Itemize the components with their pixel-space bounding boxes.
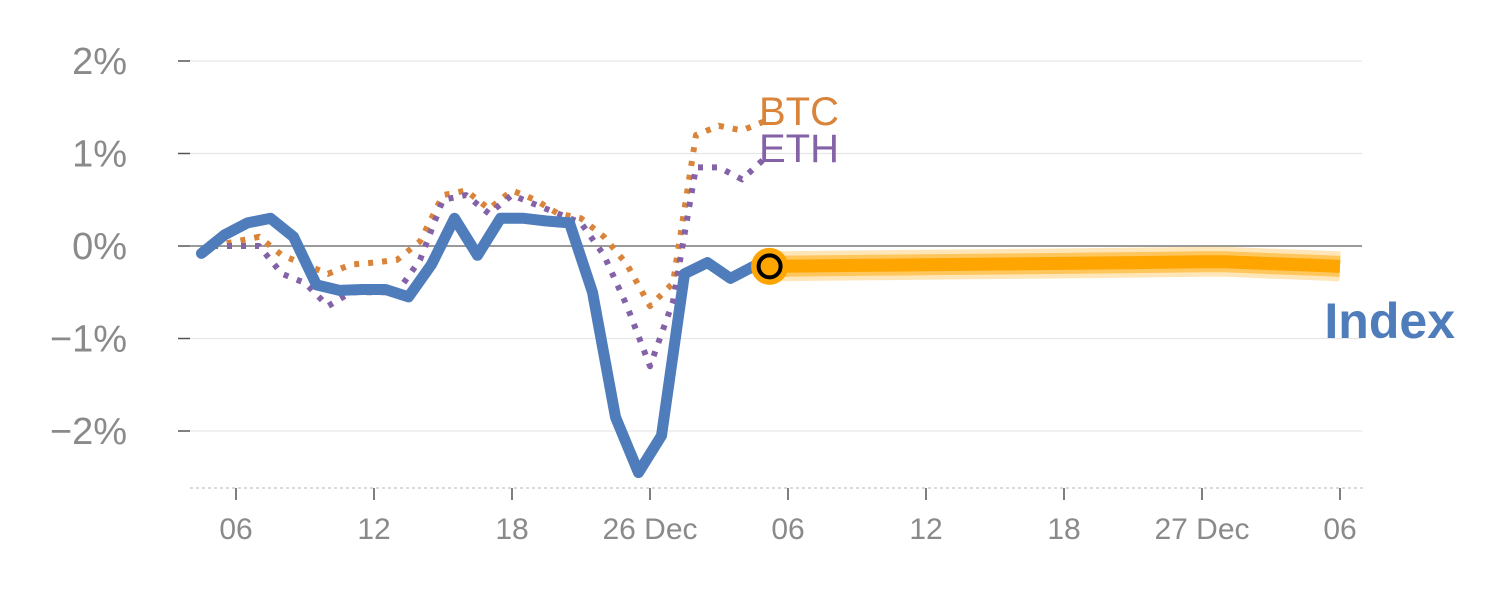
y-tick-label: −2% — [50, 411, 127, 453]
x-tick-label: 12 — [909, 513, 942, 546]
x-tick-label: 26 Dec — [602, 513, 697, 546]
y-tick-label: 2% — [72, 41, 127, 83]
current-value-marker-ring — [756, 253, 783, 280]
projection-band-core — [769, 255, 1341, 273]
eth-line — [213, 155, 768, 370]
x-tick-label: 06 — [1323, 513, 1356, 546]
axes — [178, 60, 1366, 500]
x-tick-label: 06 — [219, 513, 252, 546]
x-tick-label: 18 — [495, 513, 528, 546]
btc-label: BTC — [759, 90, 839, 134]
y-tick-label: −1% — [50, 319, 127, 361]
x-tick-label: 18 — [1047, 513, 1080, 546]
index-line — [196, 212, 776, 479]
x-tick-label: 27 Dec — [1154, 513, 1249, 546]
labels: 2% 1% 0% −1% −2% 06 12 18 26 Dec 06 12 18 27 Dec 06 BT… — [50, 41, 1455, 546]
x-tick-label: 12 — [357, 513, 390, 546]
x-tick-label: 06 — [771, 513, 804, 546]
index-label: Index — [1324, 293, 1455, 349]
series-lines — [196, 118, 1341, 479]
grid-lines — [190, 60, 1362, 432]
eth-label: ETH — [759, 127, 839, 171]
y-tick-label: 1% — [72, 134, 127, 176]
y-tick-label: 0% — [72, 226, 127, 268]
